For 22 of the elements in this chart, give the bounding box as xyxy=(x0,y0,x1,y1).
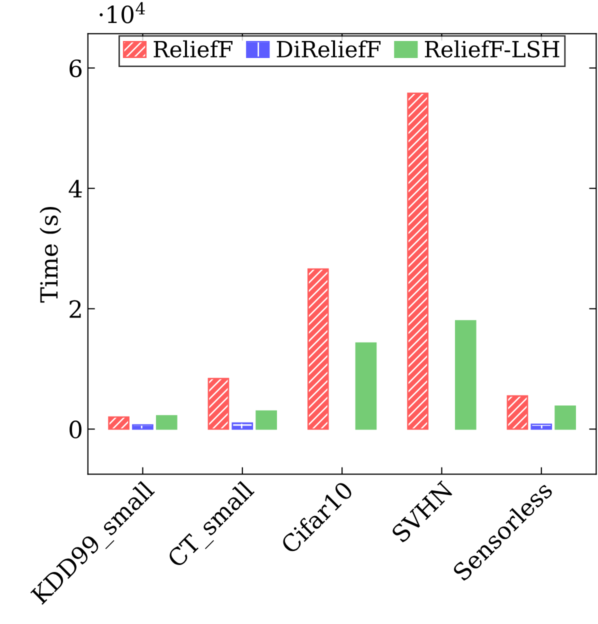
bar xyxy=(407,92,428,430)
bar xyxy=(108,416,130,430)
y-tick-label: 6 xyxy=(70,59,82,78)
y-tick-label: 2 xyxy=(70,300,81,318)
bar xyxy=(554,406,576,430)
legend-label: ReliefF-LSH xyxy=(424,40,560,58)
bar xyxy=(156,415,178,430)
bar xyxy=(506,395,528,430)
bar xyxy=(232,422,254,430)
text: ·10$^{4}$ xyxy=(100,2,145,24)
bar xyxy=(454,320,476,430)
bar xyxy=(208,378,230,430)
bar xyxy=(256,410,277,430)
y-axis-title: Time (s) xyxy=(40,206,62,303)
legend-label: ReliefF xyxy=(154,40,232,58)
legend-label: DiReliefF xyxy=(276,40,381,58)
bar xyxy=(355,342,377,430)
bar xyxy=(530,424,552,430)
y-tick-label: 4 xyxy=(68,180,82,198)
y-tick-label: 0 xyxy=(70,420,82,438)
bar xyxy=(307,268,329,430)
bar xyxy=(132,424,154,430)
